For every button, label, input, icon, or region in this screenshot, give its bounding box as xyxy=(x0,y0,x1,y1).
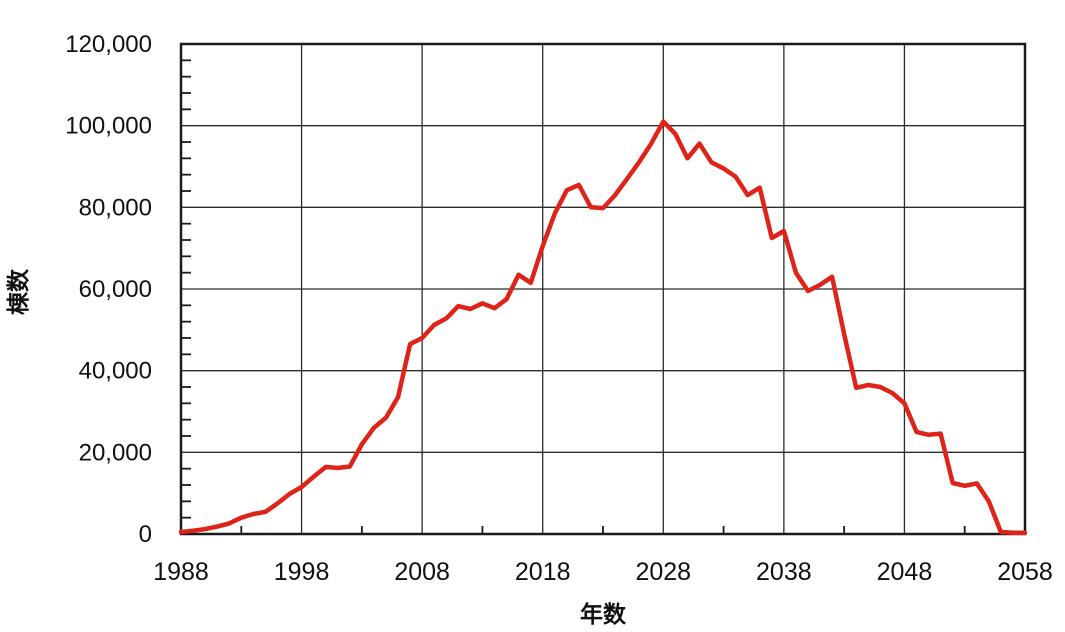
y-axis-tick-label: 20,000 xyxy=(79,439,152,466)
plot-border xyxy=(179,42,1027,536)
y-axis-tick-label: 80,000 xyxy=(79,194,152,221)
x-axis-tick-label: 1998 xyxy=(274,558,330,586)
x-axis-tick-label: 2018 xyxy=(515,558,571,586)
x-axis-tick-label: 1988 xyxy=(153,558,209,586)
y-axis-tick-label: 60,000 xyxy=(79,276,152,303)
x-axis-tick-label: 2038 xyxy=(756,558,812,586)
data-line-series xyxy=(178,119,1028,536)
x-axis-tick-label: 2008 xyxy=(394,558,450,586)
x-axis-title: 年数 xyxy=(580,601,627,627)
x-axis-tick-label: 2028 xyxy=(635,558,691,586)
y-axis-title: 棟数 xyxy=(5,268,31,315)
x-axis-tick-label: 2048 xyxy=(877,558,933,586)
y-axis-tick-label: 120,000 xyxy=(65,31,152,58)
y-axis-tick-label: 40,000 xyxy=(79,358,152,385)
y-axis-tick-label: 0 xyxy=(139,521,152,548)
x-axis-tick-label: 2058 xyxy=(997,558,1053,586)
y-axis-tick-label: 100,000 xyxy=(65,113,152,140)
